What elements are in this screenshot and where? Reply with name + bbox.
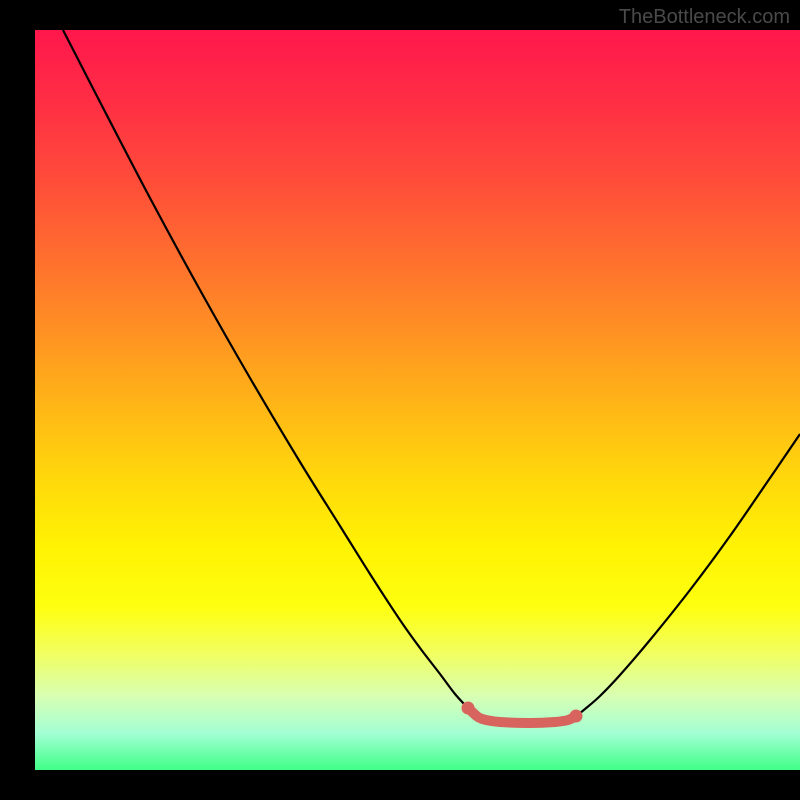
watermark-text: TheBottleneck.com xyxy=(619,6,790,29)
chart-gradient-background xyxy=(35,30,800,770)
chart-container: TheBottleneck.com xyxy=(0,0,800,800)
trough-dot-right xyxy=(570,710,583,723)
bottleneck-chart xyxy=(0,0,800,800)
trough-dot-left xyxy=(462,702,475,715)
